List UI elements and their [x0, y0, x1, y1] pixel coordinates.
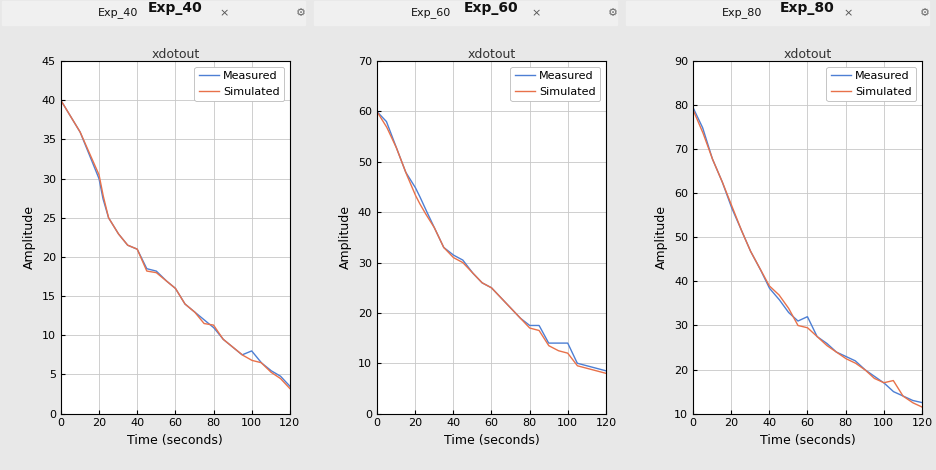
Text: ×: × — [532, 8, 541, 18]
Y-axis label: Amplitude: Amplitude — [655, 205, 668, 269]
Line: Measured: Measured — [61, 100, 290, 386]
Bar — [626, 1, 929, 24]
Simulated — [812, 335, 824, 340]
Measured — [496, 296, 507, 302]
Simulated — [176, 295, 187, 301]
Measured — [765, 286, 776, 292]
Measured — [154, 272, 166, 278]
Measured — [176, 295, 187, 301]
Text: ⚙: ⚙ — [296, 8, 306, 18]
Y-axis label: Amplitude: Amplitude — [340, 205, 352, 269]
Simulated — [55, 97, 66, 103]
Measured — [410, 185, 421, 191]
Measured — [600, 368, 611, 374]
Line: Measured: Measured — [377, 111, 606, 371]
Simulated — [372, 109, 383, 114]
Text: ×: × — [844, 8, 854, 18]
Measured — [372, 109, 383, 114]
Legend: Measured, Simulated: Measured, Simulated — [510, 67, 600, 101]
Simulated — [765, 284, 776, 290]
Measured — [808, 326, 819, 332]
Measured — [181, 302, 192, 308]
Title: xdotout: xdotout — [467, 48, 516, 61]
Simulated — [448, 255, 460, 261]
Measured — [94, 178, 105, 184]
Text: Exp_40: Exp_40 — [98, 8, 139, 18]
Measured — [726, 204, 738, 210]
Simulated — [687, 107, 698, 112]
Simulated — [786, 312, 797, 318]
Text: Exp_60: Exp_60 — [410, 8, 451, 18]
Text: Exp_80: Exp_80 — [780, 1, 835, 16]
Text: ⚙: ⚙ — [607, 8, 618, 18]
X-axis label: Time (seconds): Time (seconds) — [444, 434, 539, 447]
Measured — [85, 157, 96, 162]
Measured — [786, 313, 797, 319]
Title: xdotout: xdotout — [783, 48, 831, 61]
Simulated — [491, 291, 503, 297]
Simulated — [410, 193, 421, 198]
Measured — [132, 248, 143, 254]
Simulated — [808, 330, 819, 336]
X-axis label: Time (seconds): Time (seconds) — [127, 434, 223, 447]
Simulated — [471, 274, 482, 280]
X-axis label: Time (seconds): Time (seconds) — [760, 434, 856, 447]
Title: xdotout: xdotout — [152, 48, 199, 61]
Bar — [2, 1, 304, 24]
Measured — [718, 182, 729, 188]
Line: Simulated: Simulated — [693, 110, 922, 407]
Measured — [491, 291, 503, 297]
Simulated — [181, 302, 192, 308]
Legend: Measured, Simulated: Measured, Simulated — [195, 67, 285, 101]
Measured — [471, 274, 482, 280]
Simulated — [726, 203, 738, 208]
Legend: Measured, Simulated: Measured, Simulated — [826, 67, 916, 101]
Simulated — [154, 273, 166, 279]
Simulated — [94, 174, 105, 180]
Text: Exp_80: Exp_80 — [723, 8, 763, 18]
Text: ⚙: ⚙ — [920, 8, 929, 18]
Simulated — [85, 154, 96, 160]
Line: Simulated: Simulated — [61, 100, 290, 389]
Y-axis label: Amplitude: Amplitude — [23, 205, 37, 269]
Line: Simulated: Simulated — [377, 111, 606, 373]
Simulated — [132, 248, 143, 254]
Text: Exp_40: Exp_40 — [148, 1, 203, 16]
Measured — [448, 252, 460, 258]
Simulated — [402, 173, 413, 179]
Simulated — [718, 182, 729, 188]
Measured — [55, 97, 66, 103]
Measured — [916, 400, 928, 406]
Simulated — [916, 404, 928, 410]
Text: ×: × — [220, 8, 229, 18]
Measured — [687, 104, 698, 110]
Line: Measured: Measured — [693, 107, 922, 403]
Measured — [285, 384, 296, 389]
Text: Exp_60: Exp_60 — [464, 1, 519, 16]
Measured — [402, 172, 413, 178]
Simulated — [600, 370, 611, 376]
Bar — [314, 1, 617, 24]
Simulated — [496, 296, 507, 302]
Measured — [812, 334, 824, 340]
Simulated — [285, 386, 296, 392]
